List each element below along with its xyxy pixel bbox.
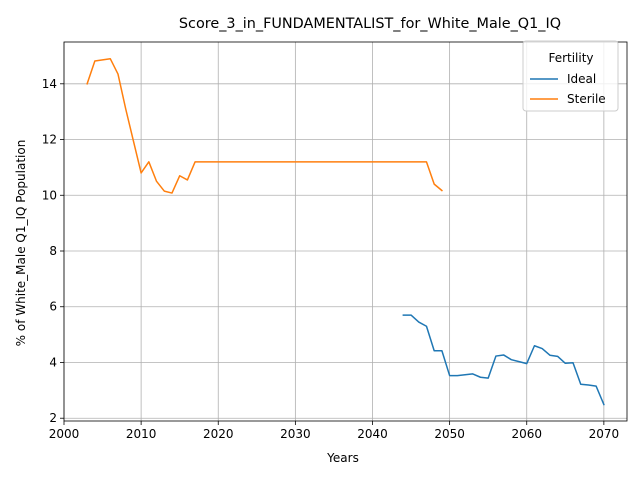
y-tick-label: 14 [42, 77, 57, 91]
y-tick-label: 10 [42, 188, 57, 202]
legend-label-sterile: Sterile [567, 92, 606, 106]
x-tick-label: 2030 [280, 427, 311, 441]
legend-title: Fertility [548, 51, 593, 65]
plot-frame [63, 41, 628, 422]
series-line-sterile [86, 57, 443, 194]
legend-items: Ideal Sterile [530, 72, 606, 106]
y-tick-label: 12 [42, 133, 57, 147]
legend-label-ideal: Ideal [567, 72, 596, 86]
x-tick-label: 2050 [434, 427, 465, 441]
y-tick-label: 8 [49, 244, 57, 258]
x-tick-label: 2060 [511, 427, 542, 441]
x-tick-label: 2010 [126, 427, 157, 441]
y-tick-label: 6 [49, 300, 57, 314]
series-layer [86, 57, 605, 406]
y-tick-label: 2 [49, 411, 57, 425]
chart-title: Score_3_in_FUNDAMENTALIST_for_White_Male… [179, 16, 561, 32]
axis-ticks: 2000 2010 2020 2030 2040 2050 2060 2070 2 4 6 8 10 12… [42, 77, 619, 441]
legend: Fertility Ideal Sterile [522, 40, 619, 112]
x-tick-label: 2040 [357, 427, 388, 441]
y-tick-label: 4 [49, 355, 57, 369]
x-tick-label: 2000 [49, 427, 80, 441]
y-axis-label: % of White_Male Q1_IQ Population [14, 140, 28, 347]
x-axis-label: Years [326, 451, 359, 465]
legend-box [522, 40, 619, 112]
series-line-ideal [402, 314, 605, 406]
x-tick-label: 2020 [203, 427, 234, 441]
x-tick-label: 2070 [589, 427, 620, 441]
